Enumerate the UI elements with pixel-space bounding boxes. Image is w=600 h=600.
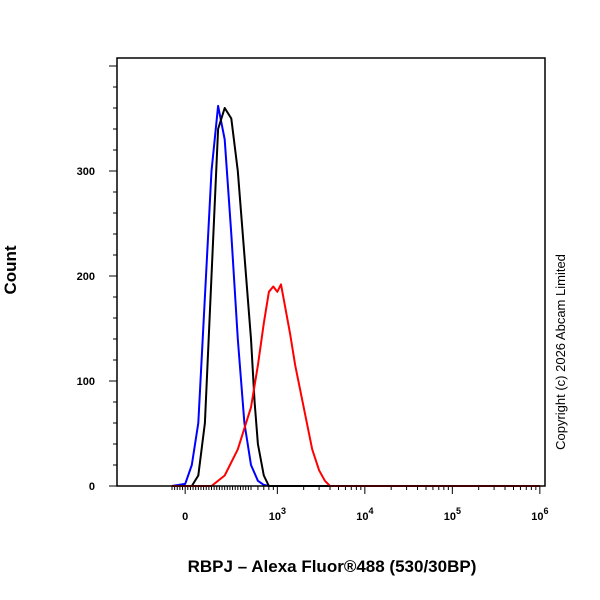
- x-axis-title: RBPJ – Alexa Fluor®488 (530/30BP): [188, 557, 477, 576]
- tick-labels: 0 100 200 300 0 103 104 105 106: [77, 166, 549, 523]
- x-tick-label: 104: [356, 506, 373, 523]
- x-tick-label: 106: [531, 506, 548, 523]
- series-line-2: [172, 107, 540, 487]
- y-tick-label: 100: [77, 376, 95, 388]
- x-tick-label: 103: [269, 506, 286, 523]
- y-axis-title: Count: [1, 245, 20, 294]
- series-line-3: [172, 283, 540, 487]
- y-tick-label: 0: [89, 481, 95, 493]
- axis-ticks: [109, 65, 541, 494]
- copyright-notice: Copyright (c) 2026 Abcam Limited: [553, 254, 568, 450]
- y-tick-label: 200: [77, 271, 95, 283]
- series-lines: [171, 104, 540, 487]
- x-tick-label: 105: [444, 506, 461, 523]
- plot-frame: [116, 57, 546, 487]
- x-tick-label: 0: [182, 511, 188, 523]
- series-line-1: [171, 104, 540, 487]
- y-tick-label: 300: [77, 166, 95, 178]
